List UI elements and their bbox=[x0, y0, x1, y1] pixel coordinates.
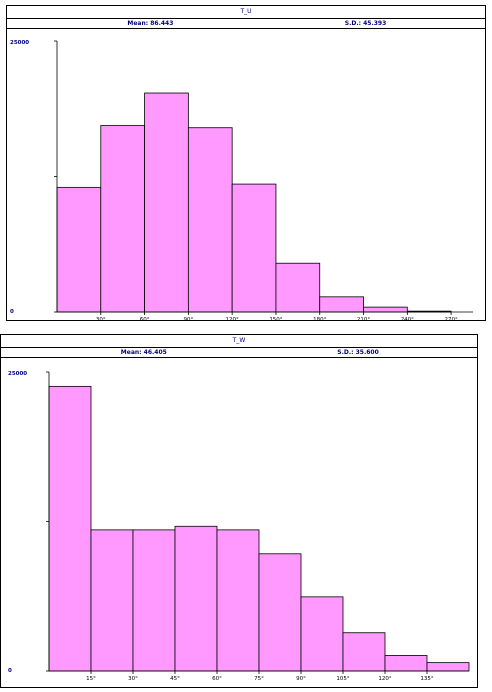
histogram-bar bbox=[384, 655, 428, 672]
y-max-label: 25000 bbox=[8, 371, 27, 377]
histogram-bar bbox=[48, 385, 92, 672]
x-tick-label: 240° bbox=[401, 317, 414, 323]
mean-label: Mean: 46.405 bbox=[120, 349, 167, 356]
chart-title: T_W bbox=[1, 335, 477, 348]
y-max-label: 25000 bbox=[10, 40, 29, 46]
histogram-bar bbox=[187, 127, 233, 313]
x-tick-label: 90° bbox=[296, 676, 306, 682]
histogram-bar bbox=[90, 529, 134, 672]
x-tick-label: 30° bbox=[128, 676, 138, 682]
chart-title: T_U bbox=[7, 6, 485, 19]
histogram-plot-t-u: 25000 0 30° 60° 90° 120° 150° 180° 210° 240° 270° bbox=[10, 40, 473, 323]
x-tick-label: 105° bbox=[336, 676, 349, 682]
histogram-bar bbox=[100, 125, 145, 313]
x-tick-label: 60° bbox=[140, 317, 150, 323]
histogram-bar bbox=[319, 296, 364, 313]
x-tick-label: 60° bbox=[212, 676, 222, 682]
mean-label: Mean: 86.443 bbox=[127, 20, 174, 27]
histogram-bar bbox=[363, 306, 408, 313]
histogram-panel-t-u: T_U Mean: 86.443 S.D.: 45.393 25000 0 30° 6… bbox=[6, 5, 486, 323]
x-tick-label: 210° bbox=[357, 317, 370, 323]
x-tick-label: 150° bbox=[269, 317, 282, 323]
x-tick-label: 90° bbox=[183, 317, 193, 323]
stats-bar: Mean: 46.405 S.D.: 35.600 bbox=[1, 348, 477, 358]
x-tick-label: 135° bbox=[420, 676, 433, 682]
histogram-bar bbox=[342, 632, 386, 672]
x-tick-label: 75° bbox=[254, 676, 264, 682]
x-tick-label: 15° bbox=[86, 676, 96, 682]
stats-bar: Mean: 86.443 S.D.: 45.393 bbox=[7, 19, 485, 29]
histogram-bar bbox=[231, 183, 277, 313]
histogram-bar bbox=[426, 662, 470, 672]
histogram-bar bbox=[258, 553, 302, 672]
x-tick-label: 45° bbox=[170, 676, 180, 682]
sd-label: S.D.: 35.600 bbox=[337, 349, 379, 356]
histogram-bar bbox=[132, 529, 176, 672]
histogram-bar bbox=[300, 596, 344, 672]
x-tick-label: 120° bbox=[378, 676, 391, 682]
y-zero-label: 0 bbox=[10, 309, 14, 315]
histogram-bar bbox=[216, 529, 260, 672]
histogram-bar bbox=[275, 262, 321, 313]
x-tick-label: 120° bbox=[226, 317, 239, 323]
histogram-plot-t-w: 25000 0 15° 30° 45° 60° 75° 90° 105° 120° 135° bbox=[8, 371, 470, 682]
x-tick-label: 270° bbox=[444, 317, 457, 323]
y-zero-label: 0 bbox=[8, 668, 12, 674]
sd-label: S.D.: 45.393 bbox=[344, 20, 387, 27]
histogram-panel-t-w: T_W Mean: 46.405 S.D.: 35.600 25000 0 15° 3… bbox=[0, 334, 478, 688]
histogram-bar bbox=[56, 186, 102, 313]
histogram-bar bbox=[144, 92, 189, 313]
x-tick-label: 180° bbox=[313, 317, 326, 323]
histogram-bar bbox=[174, 525, 218, 672]
x-tick-label: 30° bbox=[96, 317, 106, 323]
